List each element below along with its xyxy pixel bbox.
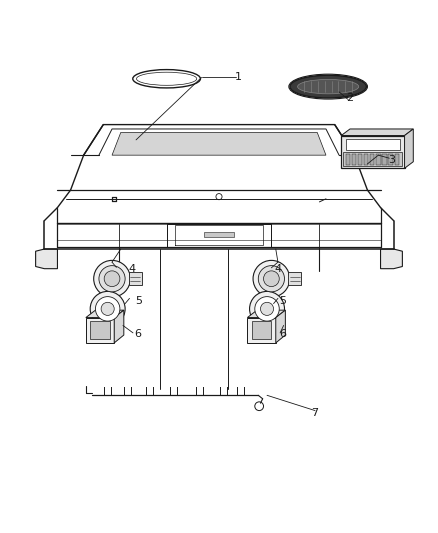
Polygon shape: [247, 310, 286, 318]
Text: 5: 5: [279, 296, 286, 306]
Polygon shape: [381, 249, 403, 269]
Circle shape: [95, 297, 120, 321]
Polygon shape: [86, 318, 114, 343]
Polygon shape: [341, 129, 413, 135]
Polygon shape: [86, 310, 124, 318]
Text: 7: 7: [311, 408, 318, 418]
Polygon shape: [114, 310, 124, 343]
Ellipse shape: [290, 75, 366, 98]
Circle shape: [261, 302, 274, 316]
Text: 6: 6: [135, 329, 142, 339]
Circle shape: [255, 297, 279, 321]
Polygon shape: [276, 310, 286, 343]
Circle shape: [253, 261, 290, 297]
Bar: [382, 154, 387, 165]
Circle shape: [258, 265, 285, 292]
Text: 2: 2: [346, 93, 353, 103]
Circle shape: [264, 271, 279, 287]
Circle shape: [250, 292, 285, 326]
Circle shape: [104, 271, 120, 287]
Bar: [343, 152, 403, 166]
Bar: [358, 154, 362, 165]
Polygon shape: [35, 249, 57, 269]
Circle shape: [94, 261, 131, 297]
Bar: [346, 139, 400, 150]
Polygon shape: [90, 321, 110, 340]
Circle shape: [99, 265, 125, 292]
Polygon shape: [252, 321, 272, 340]
Text: 6: 6: [279, 329, 286, 339]
Bar: [395, 154, 399, 165]
Ellipse shape: [297, 79, 359, 94]
Text: 5: 5: [135, 296, 142, 306]
Polygon shape: [405, 129, 413, 168]
Bar: [341, 135, 405, 168]
Text: 3: 3: [388, 155, 395, 165]
Bar: [352, 154, 356, 165]
Bar: [370, 154, 374, 165]
Text: 4: 4: [128, 264, 135, 273]
Bar: [346, 154, 350, 165]
Bar: [129, 272, 142, 285]
Text: 1: 1: [235, 71, 242, 82]
Bar: [389, 154, 393, 165]
Circle shape: [90, 292, 125, 326]
Bar: [364, 154, 368, 165]
Bar: [204, 232, 234, 237]
Bar: [376, 154, 381, 165]
Bar: [288, 272, 301, 285]
Text: 4: 4: [274, 264, 282, 273]
Polygon shape: [247, 318, 276, 343]
Ellipse shape: [133, 70, 201, 88]
Polygon shape: [112, 133, 326, 155]
Circle shape: [101, 302, 114, 316]
